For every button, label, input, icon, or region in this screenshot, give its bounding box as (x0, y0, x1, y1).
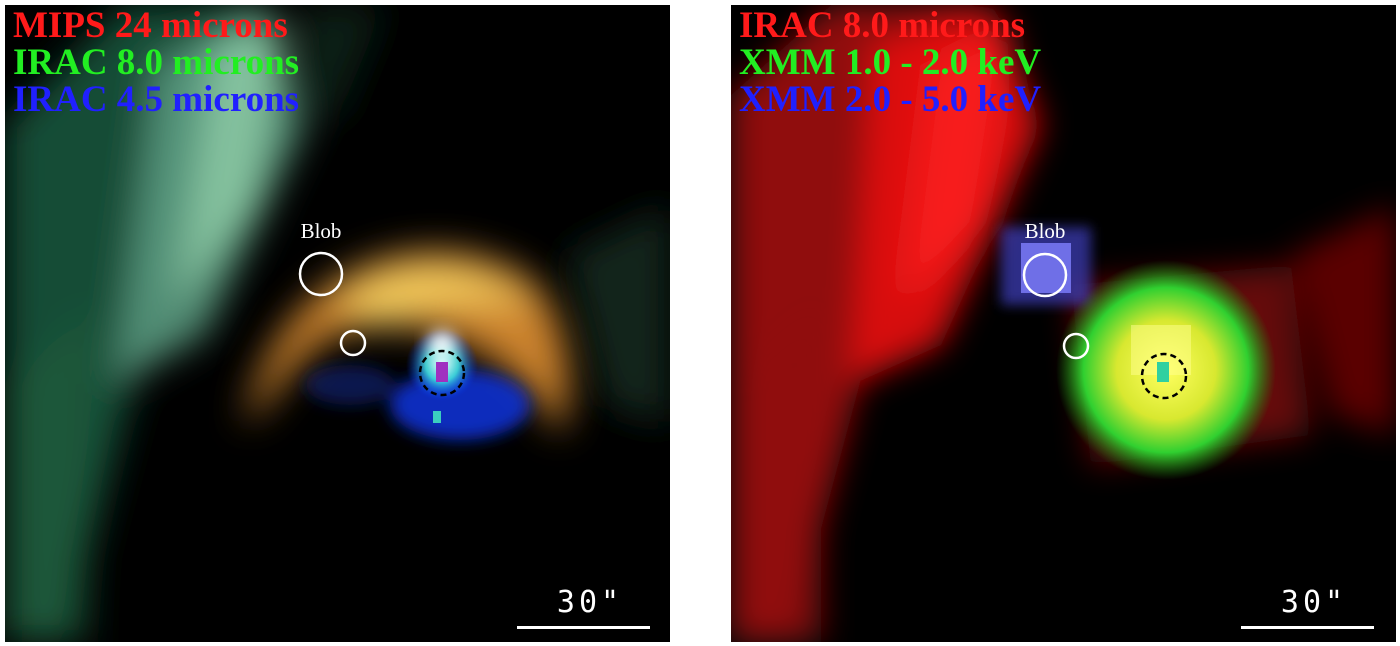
blob-label: Blob (1024, 219, 1066, 243)
left-image-panel: MIPS 24 microns IRAC 8.0 microns IRAC 4.… (5, 5, 670, 642)
right-image-panel: IRAC 8.0 microns XMM 1.0 - 2.0 keV XMM 2… (731, 5, 1396, 642)
blob-circle (1022, 252, 1068, 298)
central-source-pixel (436, 362, 448, 382)
small-circle-marker (339, 329, 367, 357)
legend-blue-channel: XMM 2.0 - 5.0 keV (739, 79, 1042, 120)
legend-green-channel: IRAC 8.0 microns (13, 42, 300, 83)
legend-red-channel: MIPS 24 microns (13, 5, 288, 46)
left-infrared-image (5, 5, 670, 642)
dashed-circle-marker (418, 349, 466, 397)
scale-bar-label: 30" (1280, 585, 1348, 620)
legend-green-channel: XMM 1.0 - 2.0 keV (739, 42, 1042, 83)
right-xray-image (731, 5, 1396, 642)
scale-bar (517, 626, 650, 629)
central-source-pixel (1157, 362, 1169, 382)
left-legend: MIPS 24 microns IRAC 8.0 microns IRAC 4.… (13, 7, 299, 118)
legend-blue-channel: IRAC 4.5 microns (13, 79, 300, 120)
dashed-circle-marker (1140, 352, 1188, 400)
right-legend: IRAC 8.0 microns XMM 1.0 - 2.0 keV XMM 2… (739, 7, 1041, 118)
legend-red-channel: IRAC 8.0 microns (739, 5, 1026, 46)
scale-bar-label: 30" (556, 585, 624, 620)
blob-label: Blob (300, 219, 342, 243)
blob-circle (298, 251, 344, 297)
small-circle-marker (1062, 332, 1090, 360)
scale-bar (1241, 626, 1374, 629)
